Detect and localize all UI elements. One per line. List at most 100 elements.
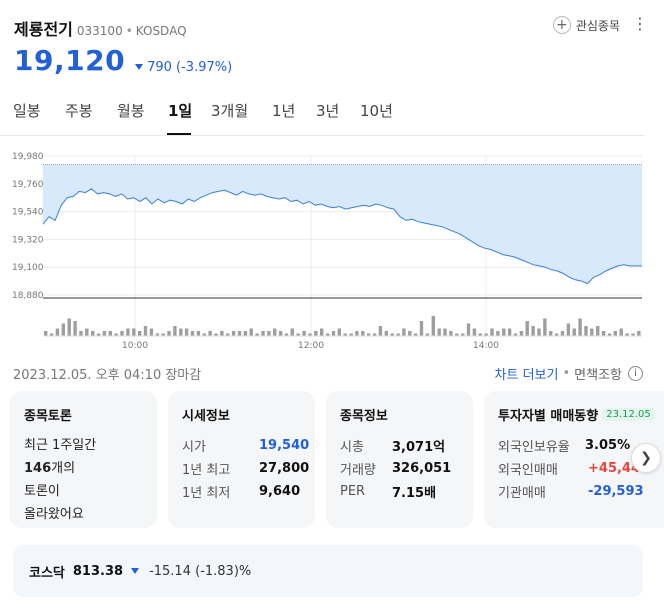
current-price: 19,120: [14, 44, 126, 77]
volume-bar: [507, 328, 512, 336]
down-triangle-icon: [135, 64, 144, 70]
volume-bar: [513, 333, 518, 336]
index-change-percent: (-1.83)%: [195, 563, 252, 579]
volume-bar: [566, 323, 571, 336]
year-low-row: 1년 최저 9,640: [182, 480, 301, 503]
volume-bar: [267, 331, 271, 336]
volume-bar: [290, 328, 294, 336]
volume-bar: [167, 331, 171, 336]
volume-bar: [226, 333, 230, 336]
market-info-card[interactable]: 시세정보 시가 19,540 1년 최고 27,800 1년 최저 9,640: [168, 391, 315, 528]
stock-info-card[interactable]: 종목정보 시총 3,071억 거래량 326,051 PER 7.15배: [326, 391, 473, 528]
tab-10year[interactable]: 10년: [360, 102, 393, 120]
volume-bar: [619, 328, 623, 336]
volume-bar: [202, 333, 206, 336]
y-tick-label: 19,980: [12, 152, 44, 162]
watchlist-button[interactable]: + 관심종목: [552, 16, 620, 34]
foreign-trading-value: +45,44: [588, 461, 641, 476]
tab-3year[interactable]: 3년: [316, 102, 340, 120]
tab-1year[interactable]: 1년: [272, 102, 296, 120]
stock-header: 제룡전기 033100 • KOSDAQ + 관심종목 ⋮: [14, 14, 650, 40]
x-tick-label: 12:00: [298, 341, 324, 350]
volume-bar: [367, 333, 371, 336]
volume-bar: [560, 331, 565, 336]
change-percent: (-3.97%): [176, 59, 233, 75]
row-label: 기관매매: [498, 486, 546, 501]
volume-bar: [161, 333, 165, 336]
volume-bar: [284, 333, 289, 336]
volume-bar: [273, 328, 277, 336]
volume-bar: [96, 333, 101, 336]
plus-icon: +: [552, 16, 571, 34]
discussion-card[interactable]: 종목토론 최근 1주일간 146개의 토론이 올라왔어요: [10, 391, 157, 528]
volume-bar: [637, 331, 641, 336]
volume-bar: [343, 333, 347, 336]
info-icon[interactable]: i: [628, 366, 643, 381]
volume-bar: [91, 331, 95, 336]
volume-bar: [543, 318, 547, 336]
index-summary-bar[interactable]: 코스닥 813.38 -15.14 (-1.83)%: [13, 545, 643, 597]
index-value: 813.38: [72, 563, 124, 579]
volume-bar: [61, 323, 65, 336]
tab-daily[interactable]: 일봉: [13, 102, 41, 120]
volume-bar: [73, 321, 77, 336]
volume-bar: [249, 328, 253, 336]
volume-bar: [519, 331, 524, 336]
change-amount: 790: [147, 59, 172, 75]
row-label: 1년 최고: [182, 463, 231, 478]
volume-bar: [525, 321, 529, 336]
volume-bar: [67, 318, 71, 336]
foreign-ownership-row: 외국인보유율 3.05%: [498, 434, 650, 457]
tab-3month[interactable]: 3개월: [211, 102, 249, 120]
row-label: 시가: [182, 440, 206, 455]
volume-bar: [85, 328, 89, 336]
price-row: 19,120 790 (-3.97%): [14, 44, 232, 77]
market-name: KOSDAQ: [135, 24, 187, 38]
price-change: 790 (-3.97%): [135, 60, 232, 75]
volume-bar: [484, 333, 488, 336]
volume-bar: [120, 331, 124, 336]
volume-bar: [384, 331, 388, 336]
price-chart[interactable]: 19,980 19,760 19,540 19,320 19,100 18,880 10:0…: [0, 140, 664, 350]
foreign-ownership-value: 3.05%: [585, 438, 631, 453]
tab-weekly[interactable]: 주봉: [65, 102, 93, 120]
tab-1day[interactable]: 1일: [168, 102, 193, 120]
market-close-timestamp: 2023.12.05. 오후 04:10 장마감: [13, 368, 202, 383]
disclaimer-link[interactable]: 면책조항: [574, 368, 622, 383]
discussion-line1: 최근 1주일간: [24, 438, 97, 453]
chevron-right-icon[interactable]: ❯: [631, 443, 661, 473]
volume-bar: [49, 333, 54, 336]
y-tick-label: 19,540: [12, 208, 44, 218]
market-cap-value: 3,071억: [392, 440, 446, 455]
volume-bar: [414, 333, 418, 336]
chart-more-link[interactable]: 차트 더보기: [494, 368, 559, 383]
volume-bar: [472, 328, 477, 336]
card-title: 종목정보: [340, 409, 388, 424]
index-change: -15.14 (-1.83)%: [149, 564, 251, 579]
volume-bar: [231, 331, 236, 336]
row-label: 시총: [340, 440, 364, 455]
volume-bar: [44, 331, 48, 336]
volume-bar: [466, 323, 471, 336]
volume-bar: [443, 328, 447, 336]
row-label: 외국인보유율: [498, 440, 570, 455]
row-label: 1년 최저: [182, 486, 231, 501]
separator-dot: •: [125, 24, 133, 38]
discussion-count: 146: [24, 461, 52, 476]
investor-trading-title: 투자자별 매매동향: [498, 409, 599, 424]
volume-bar: [337, 328, 341, 336]
volume-bar: [590, 328, 594, 336]
volume-value: 326,051: [392, 461, 452, 476]
card-title: 종목토론: [24, 409, 72, 424]
volume-bar: [531, 326, 535, 336]
tab-monthly[interactable]: 월봉: [117, 102, 145, 120]
index-name: 코스닥: [29, 565, 65, 581]
volume-bar: [331, 331, 336, 336]
volume-bar: [220, 331, 224, 336]
more-vertical-icon[interactable]: ⋮: [632, 14, 648, 33]
volume-bar: [278, 331, 283, 336]
discussion-line4: 올라왔어요: [24, 507, 84, 522]
volume-bar: [179, 328, 183, 336]
year-low-value: 9,640: [259, 484, 301, 499]
discussion-summary: 최근 1주일간 146개의 토론이 올라왔어요: [24, 434, 143, 526]
